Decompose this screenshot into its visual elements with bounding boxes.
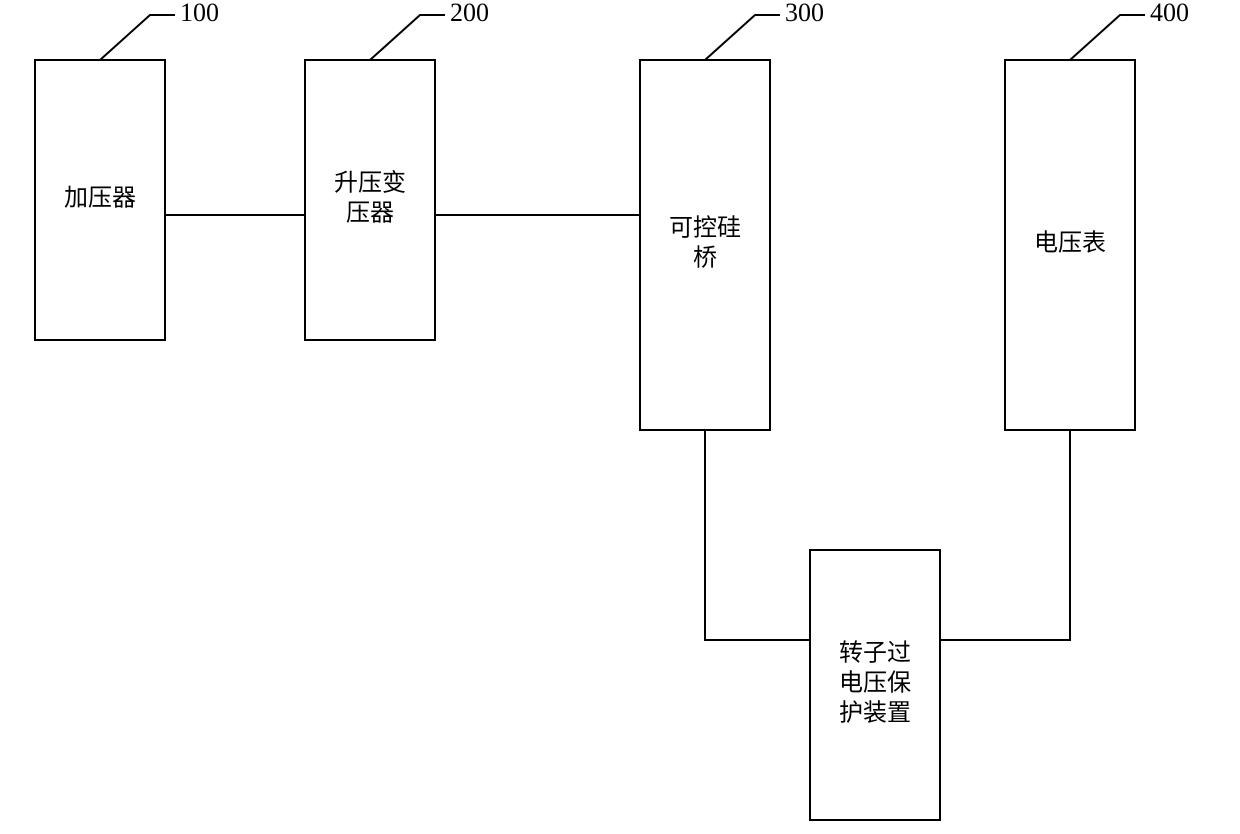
ref-n200: 200 xyxy=(450,0,489,27)
block-n200-label-line-1: 压器 xyxy=(346,201,394,227)
block-n400-label-line-0: 电压表 xyxy=(1034,230,1106,257)
block-n300-label-line-1: 桥 xyxy=(693,245,717,272)
block-n500-label-line-0: 转子过 xyxy=(839,640,911,667)
block-n100-label-line-0: 加压器 xyxy=(64,185,136,212)
block-n200-label-line-0: 升压变 xyxy=(334,170,406,197)
block-n500-label-line-1: 电压保 xyxy=(839,670,911,697)
block-n300-label-line-0: 可控硅 xyxy=(669,215,741,242)
ref-n400: 400 xyxy=(1150,0,1189,27)
ref-n300: 300 xyxy=(785,0,824,27)
ref-n100: 100 xyxy=(180,0,219,27)
block-n500-label-line-2: 护装置 xyxy=(839,700,911,727)
block-diagram: 加压器 100 升压变压器 200 可控硅桥 300 电压表 400 转子过电压保护装置 xyxy=(0,0,1240,834)
